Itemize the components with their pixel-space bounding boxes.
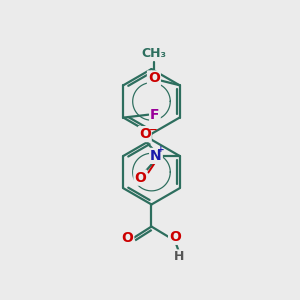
Text: +: +: [158, 145, 165, 154]
Text: N: N: [150, 149, 162, 163]
Text: O: O: [148, 71, 160, 85]
Text: O: O: [134, 171, 146, 185]
Text: O: O: [122, 231, 133, 245]
Text: O: O: [139, 127, 151, 141]
Text: −: −: [148, 125, 158, 135]
Text: H: H: [174, 250, 184, 263]
Text: O: O: [169, 230, 181, 244]
Text: CH₃: CH₃: [141, 47, 166, 60]
Text: F: F: [150, 108, 160, 122]
